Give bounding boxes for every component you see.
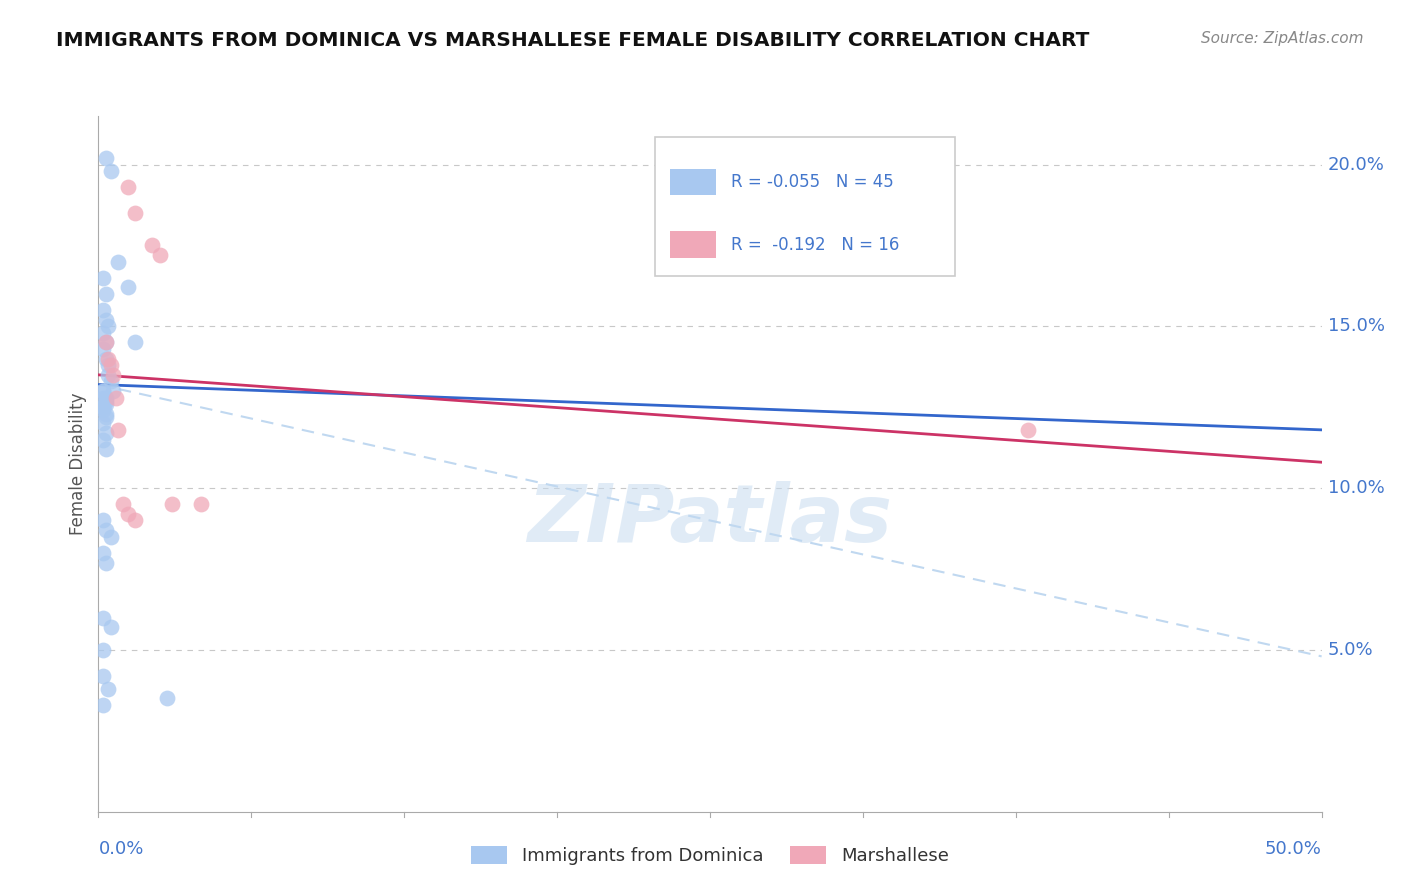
Point [91,698,114,712]
Point [91,417,114,431]
Point [100,358,122,372]
Point [104,391,127,405]
Point [91,546,114,560]
Text: R = -0.055   N = 45: R = -0.055 N = 45 [731,173,894,191]
Point [97,351,120,366]
Text: ZIPatlas: ZIPatlas [527,481,893,558]
Text: IMMIGRANTS FROM DOMINICA VS MARSHALLESE FEMALE DISABILITY CORRELATION CHART: IMMIGRANTS FROM DOMINICA VS MARSHALLESE … [56,31,1090,50]
Point [101,384,124,398]
Point [91,384,114,398]
Point [117,507,139,521]
Point [91,669,114,683]
Point [149,248,172,262]
Point [141,238,163,252]
Point [91,384,114,398]
Point [107,254,129,268]
Point [91,513,114,527]
Point [91,326,114,340]
Point [156,691,179,706]
Point [91,270,114,285]
Point [94,287,117,301]
Point [100,374,122,388]
Text: 50.0%: 50.0% [1265,839,1322,857]
Point [94,313,117,327]
Point [94,391,117,405]
Text: 0.0%: 0.0% [98,839,143,857]
Point [91,342,114,356]
FancyBboxPatch shape [669,169,716,195]
Point [91,401,114,415]
Point [91,433,114,447]
Point [94,351,117,366]
Point [100,164,122,178]
Point [94,335,117,350]
Point [91,403,114,417]
Point [94,393,117,408]
FancyBboxPatch shape [669,231,716,258]
Text: 15.0%: 15.0% [1327,318,1385,335]
Point [97,681,120,696]
Text: 5.0%: 5.0% [1327,641,1374,659]
Y-axis label: Female Disability: Female Disability [69,392,87,535]
Point [94,151,117,165]
Point [124,335,146,350]
Point [94,397,117,411]
Point [94,407,117,421]
Point [160,497,183,511]
FancyBboxPatch shape [655,136,955,276]
Point [94,556,117,570]
Point [124,513,146,527]
Point [101,368,124,382]
Point [91,643,114,657]
Point [94,442,117,457]
Point [94,335,117,350]
Point [91,303,114,318]
Point [91,401,114,415]
Point [190,497,212,511]
Point [94,523,117,537]
Point [100,530,122,544]
Point [124,206,146,220]
Point [111,497,134,511]
Text: Source: ZipAtlas.com: Source: ZipAtlas.com [1201,31,1364,46]
Point [97,368,120,382]
Text: R =  -0.192   N = 16: R = -0.192 N = 16 [731,235,900,253]
Legend: Immigrants from Dominica, Marshallese: Immigrants from Dominica, Marshallese [464,838,956,872]
Point [107,423,129,437]
Point [97,358,120,372]
Text: 20.0%: 20.0% [1327,155,1385,174]
Point [94,409,117,424]
Point [91,391,114,405]
Point [1017,423,1039,437]
Point [117,180,139,194]
Text: 10.0%: 10.0% [1327,479,1385,497]
Point [100,620,122,634]
Point [94,426,117,441]
Point [97,319,120,334]
Point [117,280,139,294]
Point [91,610,114,624]
